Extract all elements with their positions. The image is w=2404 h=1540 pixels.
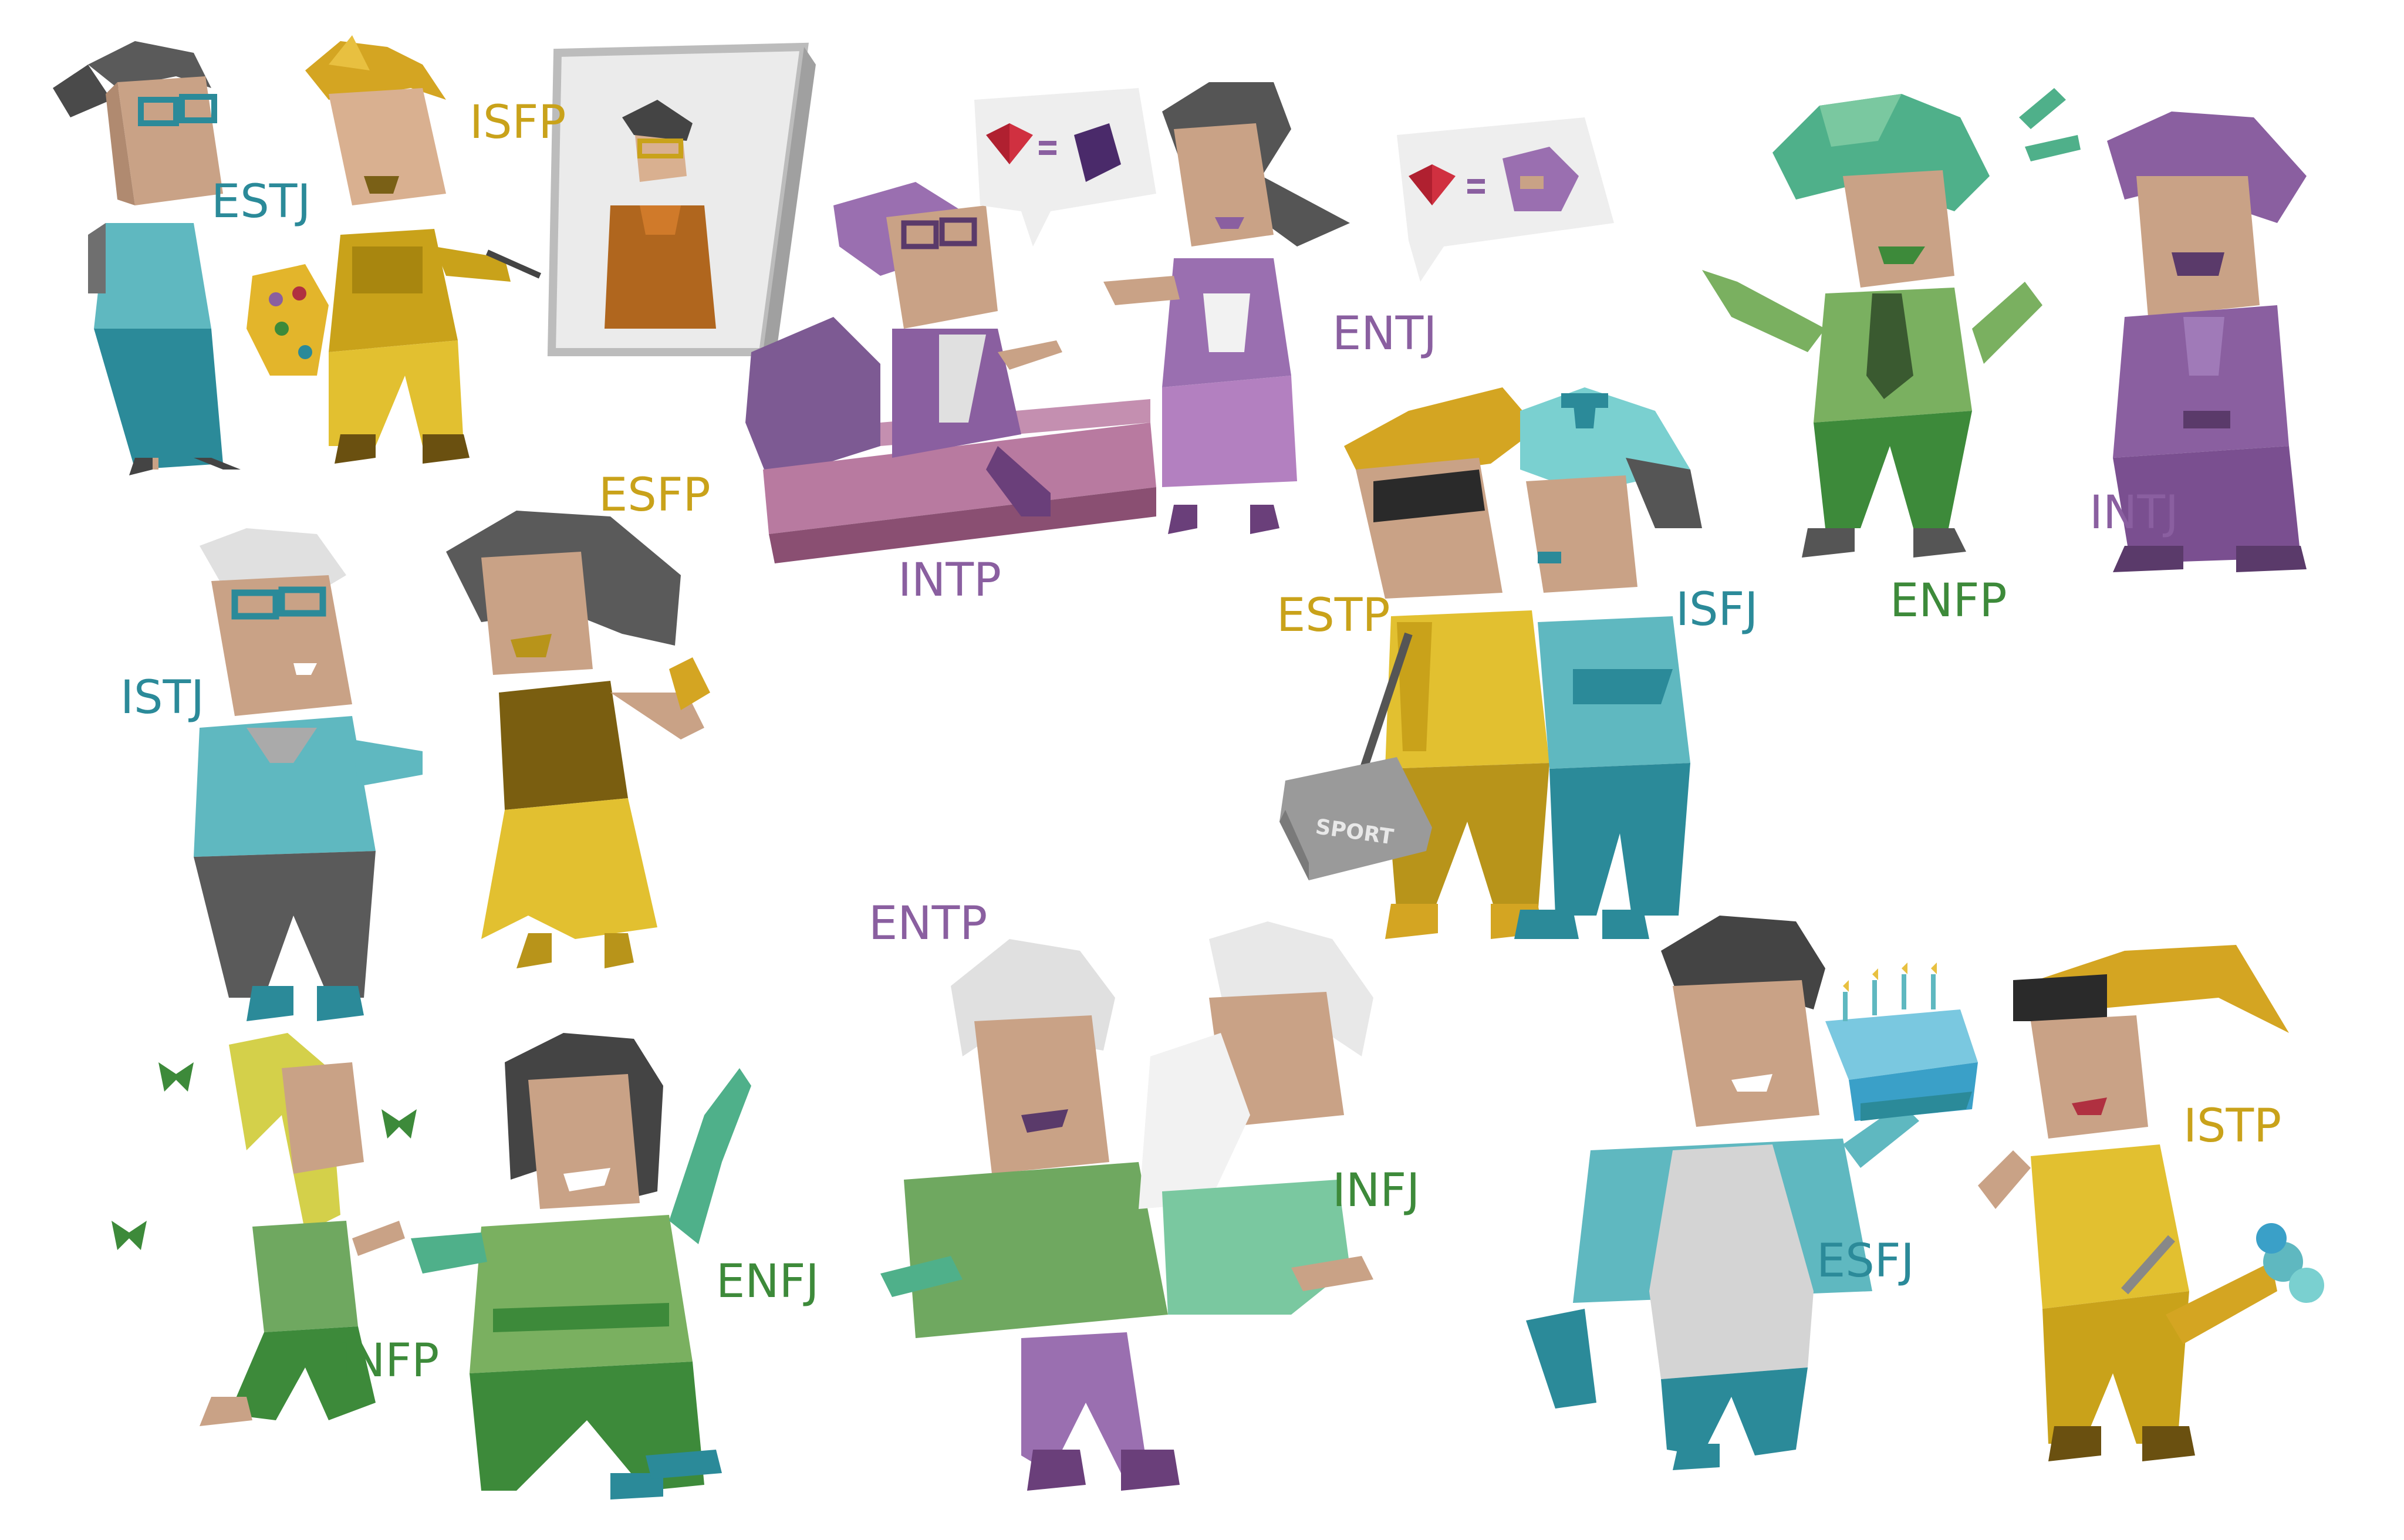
estj-character bbox=[53, 41, 241, 475]
intp-character bbox=[745, 182, 1156, 563]
label-intj: INTJ bbox=[2089, 487, 2179, 539]
speech-bubble-intp bbox=[974, 88, 1156, 246]
label-istj: ISTJ bbox=[120, 671, 204, 724]
canvas-painting bbox=[547, 42, 816, 364]
entp-character bbox=[880, 939, 1180, 1491]
label-entj: ENTJ bbox=[1332, 308, 1437, 360]
label-entp: ENTP bbox=[869, 897, 987, 950]
istp-character bbox=[1978, 945, 2324, 1461]
speech-bubble-entj bbox=[1397, 117, 1614, 282]
infj-character bbox=[1139, 921, 1373, 1315]
label-enfj: ENFJ bbox=[716, 1255, 819, 1308]
istj-character bbox=[194, 528, 423, 1021]
infp-character bbox=[112, 1033, 417, 1426]
enfj-character bbox=[411, 1033, 751, 1500]
esfj-character bbox=[1526, 916, 1978, 1470]
label-isfj: ISFJ bbox=[1676, 583, 1758, 636]
label-estp: ESTP bbox=[1277, 589, 1390, 642]
isfp-character bbox=[247, 35, 542, 464]
label-infj: INFJ bbox=[1332, 1164, 1420, 1217]
label-esfp: ESFP bbox=[599, 469, 711, 522]
label-esfj: ESFJ bbox=[1816, 1235, 1915, 1288]
intj-character bbox=[2107, 112, 2307, 572]
label-istp: ISTP bbox=[2183, 1100, 2281, 1153]
isfj-character bbox=[1514, 387, 1702, 939]
label-intp: INTP bbox=[898, 554, 1001, 607]
label-enfp: ENFP bbox=[1890, 575, 2007, 627]
enfp-character bbox=[1702, 88, 2081, 558]
sport-bag: SPORT bbox=[1279, 757, 1432, 880]
label-isfp: ISFP bbox=[470, 96, 566, 149]
esfp-character bbox=[446, 511, 710, 968]
entj-character bbox=[1103, 82, 1350, 534]
label-infp: INFP bbox=[337, 1335, 439, 1387]
estp-character bbox=[1344, 387, 1549, 939]
label-estj: ESTJ bbox=[211, 175, 310, 228]
